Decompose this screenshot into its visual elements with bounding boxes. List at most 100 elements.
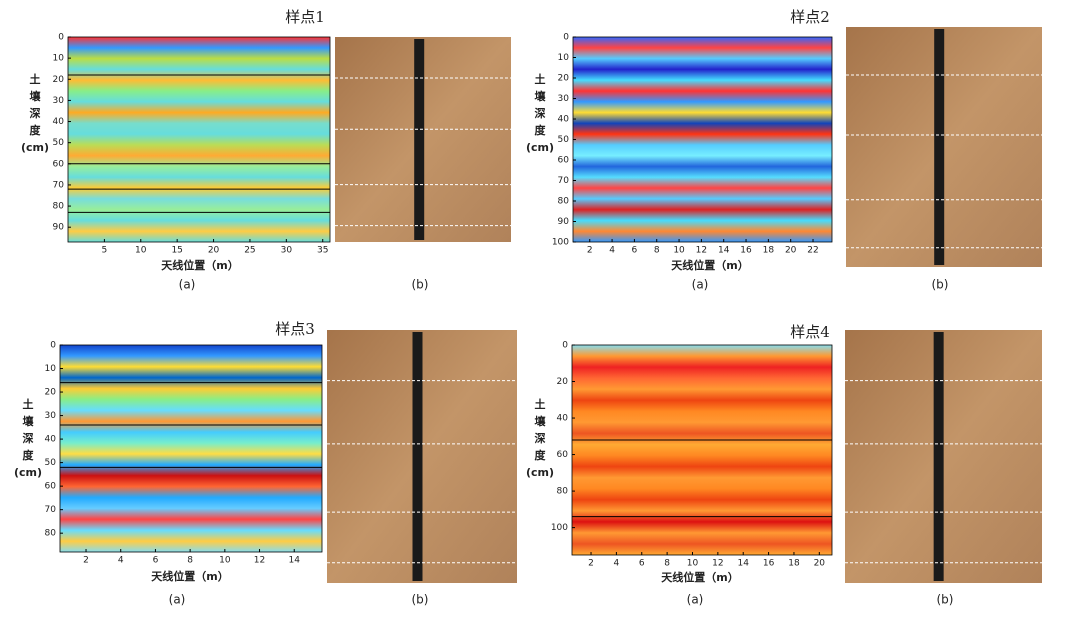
x-tick-label: 16 [740, 246, 752, 256]
x-tick-label: 2 [83, 556, 89, 566]
x-tick-label: 10 [687, 559, 699, 569]
y-label: 壤 [535, 414, 547, 428]
radargram [572, 36, 833, 243]
panel-title: 样点2 [790, 8, 830, 26]
y-label: 度 [23, 448, 35, 462]
y-tick-label: 60 [53, 159, 65, 169]
measuring-tape [412, 332, 423, 581]
y-label: 深 [535, 431, 546, 445]
y-label: 土 [535, 397, 546, 411]
x-tick-label: 6 [639, 559, 645, 569]
x-tick-label: 14 [737, 559, 749, 569]
y-tick-label: 90 [558, 217, 570, 227]
y-tick-label: 20 [53, 75, 65, 85]
y-label: (cm) [21, 141, 49, 154]
y-tick-label: 20 [557, 377, 569, 387]
y-tick-label: 30 [53, 96, 65, 106]
radargram [571, 344, 833, 556]
x-tick-label: 4 [118, 556, 124, 566]
y-tick-label: 20 [45, 388, 57, 398]
x-label: 天线位置（m） [671, 258, 748, 272]
y-label: 壤 [535, 89, 547, 103]
x-tick-label: 20 [785, 246, 797, 256]
y-tick-label: 70 [53, 180, 65, 190]
x-tick-label: 14 [289, 556, 301, 566]
x-tick-label: 12 [712, 559, 723, 569]
y-tick-label: 30 [558, 94, 570, 104]
caption: (a) [179, 278, 196, 292]
x-tick-label: 2 [587, 246, 593, 256]
caption: (a) [169, 593, 186, 607]
y-label: 深 [535, 106, 546, 120]
y-label: 土 [30, 72, 41, 86]
y-tick-label: 50 [558, 135, 570, 145]
measuring-tape [933, 332, 944, 581]
y-label: 壤 [30, 89, 42, 103]
y-label: 土 [535, 72, 546, 86]
y-tick-label: 40 [45, 435, 57, 445]
y-tick-label: 40 [53, 117, 65, 127]
y-label: 壤 [23, 414, 35, 428]
y-label: (cm) [526, 141, 554, 154]
x-tick-label: 18 [788, 559, 800, 569]
x-tick-label: 6 [632, 246, 638, 256]
y-tick-label: 70 [45, 505, 57, 515]
x-label: 天线位置（m） [661, 570, 738, 584]
measuring-tape [414, 39, 425, 240]
y-tick-label: 0 [58, 33, 64, 43]
y-tick-label: 50 [53, 138, 65, 148]
y-tick-label: 100 [552, 238, 569, 248]
y-tick-label: 80 [557, 487, 569, 497]
y-tick-label: 60 [45, 482, 57, 492]
x-label: 天线位置（m） [151, 569, 228, 583]
x-tick-label: 4 [609, 246, 615, 256]
x-tick-label: 10 [673, 246, 685, 256]
x-tick-label: 5 [102, 246, 108, 256]
x-tick-label: 12 [254, 556, 265, 566]
caption: (a) [687, 593, 704, 607]
y-tick-label: 40 [557, 414, 569, 424]
y-tick-label: 80 [53, 202, 65, 212]
y-tick-label: 80 [45, 529, 57, 539]
y-label: 度 [535, 123, 547, 137]
x-tick-label: 20 [814, 559, 826, 569]
y-tick-label: 70 [558, 176, 570, 186]
x-tick-label: 35 [317, 246, 328, 256]
caption: (b) [412, 593, 429, 607]
radargram [59, 344, 323, 553]
y-label: 度 [30, 123, 42, 137]
x-label: 天线位置（m） [161, 258, 238, 272]
panel-title: 样点1 [285, 8, 325, 26]
y-tick-label: 20 [558, 74, 570, 84]
panel-title: 样点4 [790, 323, 830, 341]
x-tick-label: 30 [281, 246, 293, 256]
x-tick-label: 2 [588, 559, 594, 569]
x-tick-label: 8 [664, 559, 670, 569]
x-tick-label: 10 [219, 556, 231, 566]
panel-title: 样点3 [275, 320, 315, 338]
y-tick-label: 40 [558, 115, 570, 125]
y-tick-label: 80 [558, 197, 570, 207]
x-tick-label: 6 [153, 556, 159, 566]
y-label: (cm) [526, 466, 554, 479]
y-tick-label: 30 [45, 411, 57, 421]
x-tick-label: 16 [763, 559, 775, 569]
radargram [67, 36, 331, 243]
x-tick-label: 10 [135, 246, 147, 256]
caption: (b) [412, 278, 429, 292]
y-tick-label: 60 [558, 156, 570, 166]
caption: (a) [692, 278, 709, 292]
y-label: 深 [30, 106, 41, 120]
x-tick-label: 15 [171, 246, 182, 256]
y-tick-label: 0 [50, 341, 56, 351]
x-tick-label: 14 [718, 246, 730, 256]
caption: (b) [932, 278, 949, 292]
y-tick-label: 90 [53, 223, 65, 233]
y-tick-label: 100 [551, 523, 568, 533]
x-tick-label: 22 [807, 246, 818, 256]
y-tick-label: 10 [53, 54, 65, 64]
y-label: 深 [23, 431, 34, 445]
x-tick-label: 8 [654, 246, 660, 256]
x-tick-label: 18 [763, 246, 775, 256]
